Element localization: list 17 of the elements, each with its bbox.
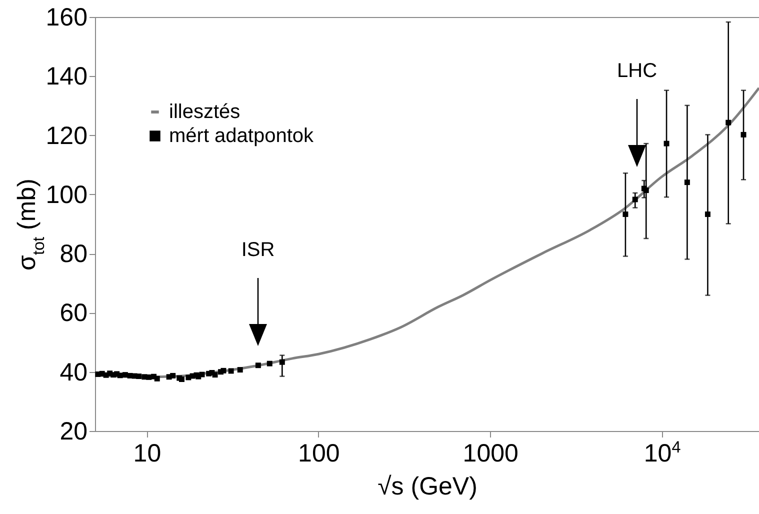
annotation: ISR bbox=[241, 239, 275, 261]
legend-label: illesztés bbox=[169, 101, 240, 123]
x-axis-title: √s (GeV) bbox=[378, 472, 478, 500]
x-tick-label: 10$^{4}$ bbox=[644, 438, 681, 468]
y-tick-label: 160 bbox=[46, 4, 88, 32]
y-tick-label: 60 bbox=[60, 299, 88, 328]
x-tick-label: 100 bbox=[298, 440, 340, 468]
annotation: LHC bbox=[616, 60, 658, 82]
y-tick-label: 100 bbox=[46, 180, 88, 209]
y-tick-label: 120 bbox=[46, 122, 88, 150]
x-tick-label: 10 bbox=[133, 440, 162, 468]
legend-label: mért adatpontok bbox=[169, 125, 315, 147]
y-tick-label: 20 bbox=[60, 418, 88, 446]
y-tick-label: 80 bbox=[60, 240, 88, 268]
y-tick-label: 40 bbox=[60, 358, 88, 386]
x-tick-label: 1000 bbox=[462, 440, 518, 468]
y-tick-label: 140 bbox=[46, 62, 88, 91]
